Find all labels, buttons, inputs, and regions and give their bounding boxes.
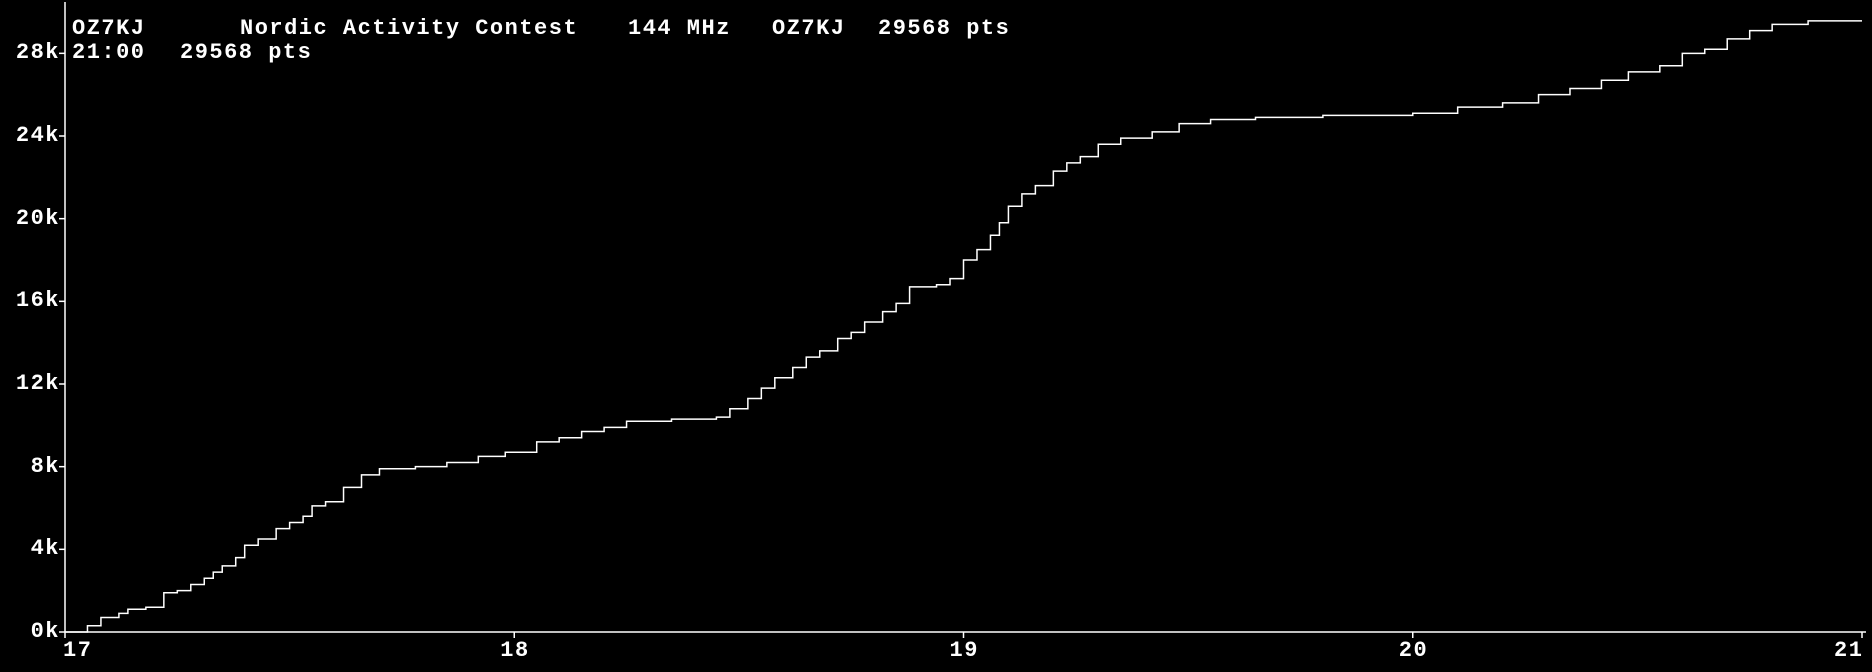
y-tick-label: 16k [0, 290, 60, 312]
x-tick-label: 17 [63, 640, 92, 662]
y-tick-label: 24k [0, 125, 60, 147]
score-step-line [65, 21, 1862, 632]
y-tick-label: 28k [0, 42, 60, 64]
x-tick-label: 19 [950, 640, 979, 662]
y-tick-label: 12k [0, 373, 60, 395]
x-tick-label: 20 [1399, 640, 1428, 662]
y-tick-label: 4k [0, 538, 60, 560]
contest-score-chart: OZ7KJ Nordic Activity Contest 144 MHz OZ… [0, 0, 1872, 672]
y-tick-label: 0k [0, 621, 60, 643]
y-tick-label: 8k [0, 456, 60, 478]
x-tick-label: 18 [500, 640, 529, 662]
x-tick-label: 21 [1834, 640, 1863, 662]
plot-svg [0, 0, 1872, 672]
y-tick-label: 20k [0, 208, 60, 230]
